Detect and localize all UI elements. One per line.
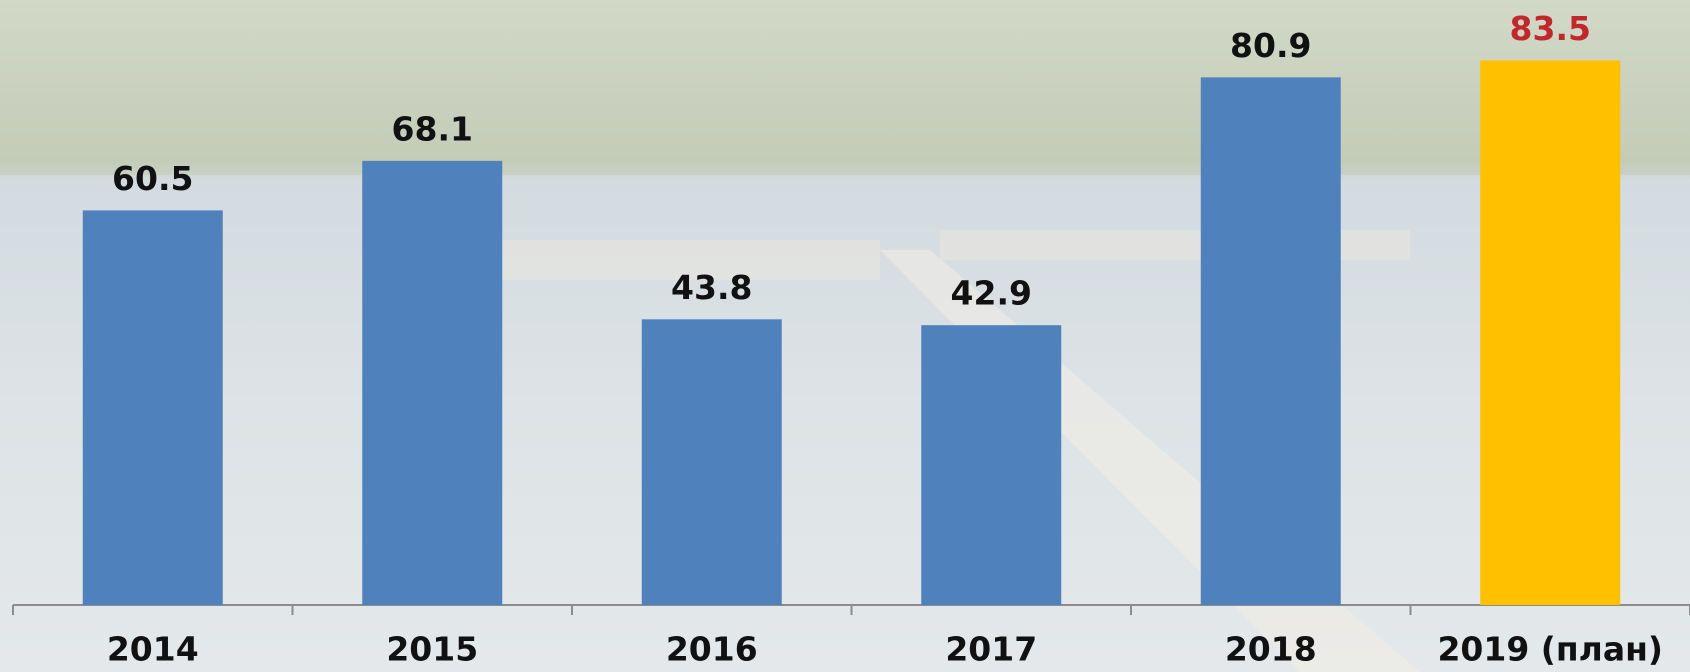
value-label: 43.8 xyxy=(671,268,752,307)
bar xyxy=(362,161,502,605)
bar xyxy=(83,210,223,605)
x-tick-label: 2018 xyxy=(1225,630,1317,669)
value-label: 80.9 xyxy=(1230,26,1311,65)
bar xyxy=(1201,77,1341,605)
value-label: 60.5 xyxy=(112,159,193,198)
forest-shade xyxy=(0,0,1690,175)
bar xyxy=(642,319,782,605)
bar xyxy=(1480,60,1620,605)
chart: 2014 60.5 2015 68.1 2016 43.8 2017 42.9 2018 80.9… xyxy=(0,0,1690,672)
x-tick-label: 2019 (план) xyxy=(1437,630,1663,669)
x-tick-label: 2015 xyxy=(386,630,478,669)
value-label: 68.1 xyxy=(392,109,473,148)
value-label: 42.9 xyxy=(951,274,1032,313)
x-tick-label: 2016 xyxy=(666,630,758,669)
bar xyxy=(921,325,1061,605)
value-label: 83.5 xyxy=(1510,9,1591,48)
x-tick-label: 2014 xyxy=(107,630,199,669)
x-tick-label: 2017 xyxy=(945,630,1037,669)
